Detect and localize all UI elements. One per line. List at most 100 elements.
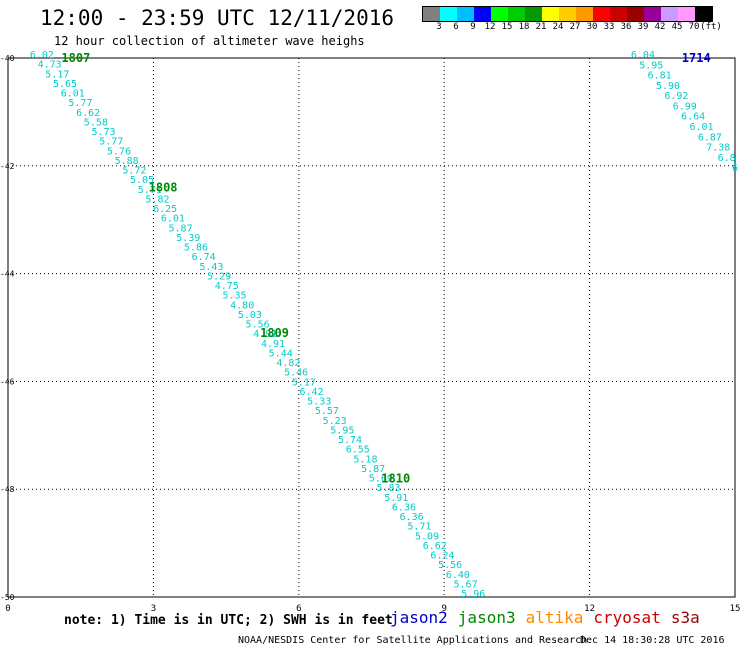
pass-number-label: 1809 [260,326,289,340]
swh-value: 5.87 [361,464,385,475]
satellite-legend: jason2 jason3 altika cryosat s3a [390,608,700,627]
swh-value: 4.73 [38,60,62,71]
swh-value: 5.17 [292,377,316,388]
swh-value: 5.95 [330,425,354,436]
swh-value: 4.91 [253,329,277,340]
swh-value: 4.80 [230,300,254,311]
legend-label: 33 [603,22,615,32]
swh-value: 5.65 [53,79,77,90]
swh-value: 6 [732,163,738,174]
legend-swatch [661,7,678,21]
legend-swatch [474,7,491,21]
swh-value: 5.18 [353,454,377,465]
swh-value: 5.46 [284,368,308,379]
latitude-tick-label: -46 [0,377,15,386]
legend-label: 70 [688,22,700,32]
legend-label: 3 [436,22,442,32]
legend-swatch [627,7,644,21]
swh-value: 5.05 [130,175,154,186]
legend-label: 24 [552,22,564,32]
legend-label: 27 [569,22,581,32]
swh-value: 5.72 [122,166,146,177]
swh-value: 6.62 [76,108,100,119]
swh-value: 5.58 [84,117,108,128]
legend-label: (ft) [700,22,722,32]
swh-value: 5.88 [115,156,139,167]
longitude-tick-label: 15 [730,604,740,614]
swh-value: 5.96 [461,589,485,600]
pass-number-label: 1810 [381,471,410,485]
swh-value: 6.8 [718,153,736,164]
generated-timestamp: Dec 14 18:30:28 UTC 2016 [580,635,725,646]
swh-value: 5.69 [369,474,393,485]
swh-value: 6.24 [430,551,454,562]
legend-swatch [491,7,508,21]
swh-value: 5.83 [377,483,401,494]
swh-value: 6.36 [392,502,416,513]
map-title: 12:00 - 23:59 UTC 12/11/2016 [40,6,395,30]
longitude-tick-label: 12 [584,604,595,614]
swh-value: 5.39 [176,233,200,244]
swh-value: 6.74 [192,252,216,263]
swh-value: 6.64 [681,112,705,123]
swh-value: 5.86 [184,243,208,254]
legend-label: 36 [620,22,632,32]
legend-swatch [610,7,627,21]
swh-value: 5.91 [384,493,408,504]
swh-value: 5.87 [169,223,193,234]
swh-value: 6.01 [689,122,713,133]
longitude-tick-label: 0 [5,604,10,614]
legend-swatch [678,7,695,21]
swh-value: 7.38 [706,143,730,154]
pass-number-label: 1808 [149,180,178,194]
legend-swatch [525,7,542,21]
pass-number-label: 1807 [61,51,90,65]
legend-label: 15 [501,22,513,32]
swh-value: 5.33 [307,397,331,408]
map-frame [7,57,736,598]
swh-value: 5.74 [338,435,362,446]
swh-value: 4.82 [276,358,300,369]
legend-label: 21 [535,22,547,32]
swh-value: 5.43 [199,262,223,273]
legend-label: 12 [484,22,496,32]
legend-swatch [440,7,457,21]
swh-value: 4.91 [261,339,285,350]
swh-value: 6.04 [631,50,655,61]
swh-value: 6.42 [299,387,323,398]
satellite-jason3: jason3 [457,608,516,627]
swh-value: 6.99 [673,101,697,112]
satellite-altika: altika [525,608,584,627]
longitude-tick-label: 9 [441,604,446,614]
legend-swatch [457,7,474,21]
swh-value: 5.71 [407,522,431,533]
swh-value: 5.82 [145,194,169,205]
legend-label: 42 [654,22,666,32]
color-scale-legend [422,6,713,22]
swh-value: 6.25 [153,204,177,215]
swh-value: 5.29 [207,271,231,282]
swh-value: 4.75 [215,281,239,292]
swh-value: 6.36 [400,512,424,523]
legend-label: 45 [671,22,683,32]
swh-value: 5.77 [99,137,123,148]
swh-value: 5.71 [138,185,162,196]
footer-note: note: 1) Time is in UTC; 2) SWH is in fe… [64,613,393,628]
legend-swatch [508,7,525,21]
longitude-tick-label: 3 [151,604,156,614]
swh-value: 5.35 [222,291,246,302]
legend-label: 30 [586,22,598,32]
legend-swatch [559,7,576,21]
swh-value: 5.76 [107,146,131,157]
swh-value: 5.57 [315,406,339,417]
swh-value: 5.03 [238,310,262,321]
swh-value: 6.01 [161,214,185,225]
legend-swatch [576,7,593,21]
swh-value: 6.92 [664,91,688,102]
satellite-s3a: s3a [670,608,700,627]
swh-value: 6.02 [30,50,54,61]
swh-value: 5.56 [246,320,270,331]
longitude-tick-label: 6 [296,604,301,614]
latitude-tick-label: -44 [0,270,15,279]
